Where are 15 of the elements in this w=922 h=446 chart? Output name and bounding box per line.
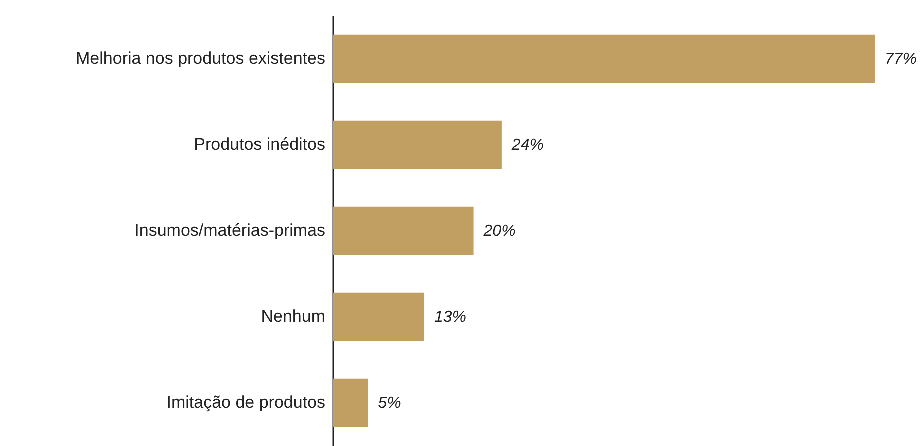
- bar: [333, 120, 502, 170]
- bar: [333, 378, 368, 428]
- bar: [333, 34, 875, 84]
- y-tick-label: Insumos/matérias-primas: [134, 221, 326, 240]
- y-tick-label: Melhoria nos produtos existentes: [76, 49, 326, 68]
- data-label: 13%: [434, 309, 467, 326]
- data-label: 20%: [482, 223, 516, 240]
- y-tick-label: Imitação de produtos: [166, 393, 326, 412]
- data-label: 5%: [378, 395, 402, 412]
- bar: [333, 292, 425, 342]
- y-tick-label: Nenhum: [261, 307, 326, 326]
- y-tick-label: Produtos inéditos: [194, 135, 326, 154]
- bar: [333, 206, 474, 256]
- data-label: 24%: [510, 137, 544, 154]
- data-label: 77%: [885, 51, 918, 68]
